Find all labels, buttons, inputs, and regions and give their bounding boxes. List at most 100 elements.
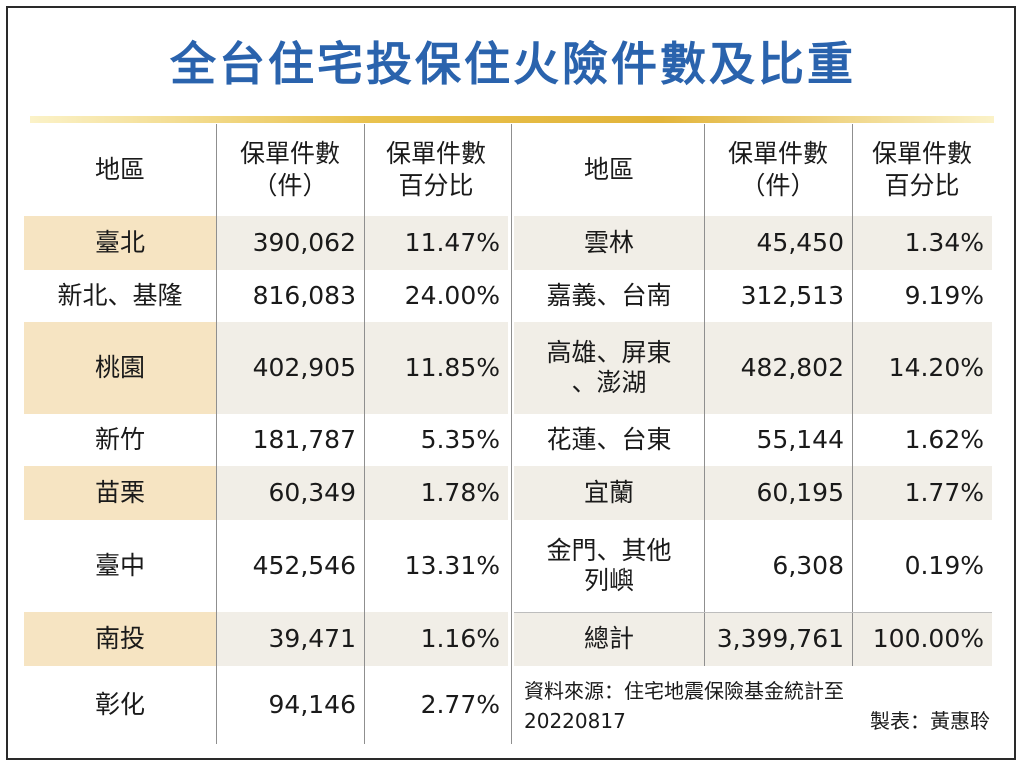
- right-pct-cell: 1.77%: [852, 466, 992, 520]
- right-region-cell: 金門、其他 列嶼: [514, 520, 704, 612]
- region-name: 苗栗: [94, 478, 145, 507]
- right-count-cell: 6,308: [704, 520, 852, 612]
- header-count-unit: （件）: [740, 171, 816, 200]
- left-region-cell: 苗栗: [24, 466, 216, 520]
- policy-count: 45,450: [756, 228, 844, 257]
- policy-percentage: 14.20%: [888, 353, 984, 382]
- policy-percentage: 9.19%: [904, 281, 984, 310]
- header-count-label: 保單件數: [239, 139, 340, 168]
- policy-percentage: 1.34%: [904, 228, 984, 257]
- stacked-text: 保單件數 百分比: [386, 138, 486, 202]
- policy-percentage: 24.00%: [404, 281, 500, 310]
- header-count-unit: （件）: [252, 171, 328, 200]
- header-region-label: 地區: [94, 155, 145, 184]
- column-divider: [704, 124, 705, 666]
- policy-count: 94,146: [268, 690, 356, 719]
- policy-percentage: 5.35%: [420, 425, 500, 454]
- header-region-left: 地區: [24, 124, 216, 216]
- policy-percentage: 1.16%: [420, 624, 500, 653]
- title-underline: [30, 116, 994, 123]
- left-count-cell: 402,905: [216, 322, 364, 414]
- right-pct-cell: 14.20%: [852, 322, 992, 414]
- stacked-text: 高雄、屏東 、澎湖: [546, 338, 671, 398]
- policy-percentage: 11.47%: [404, 228, 500, 257]
- left-count-cell: 390,062: [216, 216, 364, 270]
- right-region-cell: 高雄、屏東 、澎湖: [514, 322, 704, 414]
- policy-percentage: 0.19%: [904, 551, 984, 580]
- region-name: 高雄、屏東: [546, 338, 672, 367]
- region-name: 雲林: [583, 228, 634, 257]
- right-pct-cell: 1.62%: [852, 414, 992, 466]
- region-name: 臺中: [94, 551, 145, 580]
- header-pct-unit: 百分比: [398, 171, 474, 200]
- policy-count: 60,195: [756, 478, 844, 507]
- left-pct-cell: 2.77%: [364, 666, 508, 744]
- policy-percentage: 11.85%: [404, 353, 500, 382]
- header-pct-label: 保單件數: [871, 139, 972, 168]
- right-count-cell: 60,195: [704, 466, 852, 520]
- policy-count: 452,546: [252, 551, 356, 580]
- region-name: 新竹: [94, 425, 145, 454]
- column-divider: [216, 124, 217, 744]
- right-region-cell: 總計: [514, 612, 704, 666]
- region-name: 宜蘭: [583, 478, 634, 507]
- right-pct-cell: 9.19%: [852, 270, 992, 322]
- left-pct-cell: 24.00%: [364, 270, 508, 322]
- policy-percentage: 13.31%: [404, 551, 500, 580]
- left-region-cell: 新北、基隆: [24, 270, 216, 322]
- left-count-cell: 60,349: [216, 466, 364, 520]
- policy-percentage: 1.78%: [420, 478, 500, 507]
- left-count-cell: 452,546: [216, 520, 364, 612]
- policy-count: 816,083: [252, 281, 356, 310]
- stacked-text: 保單件數 （件）: [240, 138, 340, 202]
- region-name: 彰化: [94, 690, 145, 719]
- stacked-text: 保單件數 （件）: [728, 138, 828, 202]
- left-region-cell: 臺中: [24, 520, 216, 612]
- policy-percentage: 1.77%: [904, 478, 984, 507]
- region-name: 南投: [94, 624, 145, 653]
- policy-count: 402,905: [252, 353, 356, 382]
- header-count-left: 保單件數 （件）: [216, 124, 364, 216]
- left-count-cell: 816,083: [216, 270, 364, 322]
- policy-count: 312,513: [740, 281, 844, 310]
- policy-count: 39,471: [268, 624, 356, 653]
- region-name-continued: 列嶼: [583, 566, 634, 595]
- left-region-cell: 南投: [24, 612, 216, 666]
- left-region-cell: 臺北: [24, 216, 216, 270]
- right-count-cell: 55,144: [704, 414, 852, 466]
- policy-count: 390,062: [252, 228, 356, 257]
- right-pct-cell: 0.19%: [852, 520, 992, 612]
- right-pct-cell: 100.00%: [852, 612, 992, 666]
- right-count-cell: 312,513: [704, 270, 852, 322]
- region-name: 桃園: [94, 353, 145, 382]
- right-count-cell: 482,802: [704, 322, 852, 414]
- right-pct-cell: 1.34%: [852, 216, 992, 270]
- column-divider: [364, 124, 365, 744]
- policy-count: 181,787: [252, 425, 356, 454]
- left-region-cell: 桃園: [24, 322, 216, 414]
- region-name: 臺北: [94, 228, 145, 257]
- policy-percentage: 1.62%: [904, 425, 984, 454]
- left-pct-cell: 5.35%: [364, 414, 508, 466]
- header-count-right: 保單件數 （件）: [704, 124, 852, 216]
- policy-percentage: 2.77%: [420, 690, 500, 719]
- right-region-cell: 宜蘭: [514, 466, 704, 520]
- right-region-cell: 花蓮、台東: [514, 414, 704, 466]
- source-note: 資料來源：住宅地震保險基金統計至 20220817 製表：黃惠聆: [524, 676, 994, 736]
- author-credit: 製表：黃惠聆: [870, 709, 990, 733]
- region-name: 總計: [583, 624, 634, 653]
- left-region-cell: 新竹: [24, 414, 216, 466]
- page-title: 全台住宅投保住火險件數及比重: [170, 37, 856, 91]
- stacked-text: 金門、其他 列嶼: [546, 536, 671, 596]
- region-name: 花蓮、台東: [546, 425, 672, 454]
- left-count-cell: 39,471: [216, 612, 364, 666]
- policy-count: 482,802: [740, 353, 844, 382]
- region-name: 嘉義、台南: [546, 281, 672, 310]
- source-line-2: 20220817: [524, 709, 626, 733]
- left-region-cell: 彰化: [24, 666, 216, 744]
- column-divider: [852, 124, 853, 666]
- right-region-cell: 嘉義、台南: [514, 270, 704, 322]
- row-divider: [514, 612, 992, 613]
- policy-count: 3,399,761: [716, 624, 844, 653]
- left-pct-cell: 11.85%: [364, 322, 508, 414]
